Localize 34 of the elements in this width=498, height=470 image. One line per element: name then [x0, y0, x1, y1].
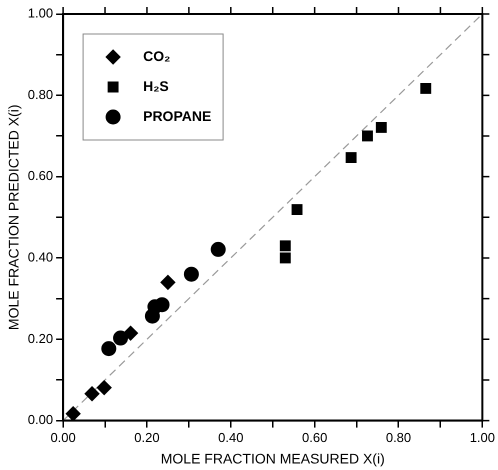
x-tick-label: 1.00 — [470, 430, 496, 445]
point — [113, 330, 128, 346]
point — [292, 204, 302, 216]
point — [154, 297, 170, 312]
x-axis-title: MOLE FRACTION MEASURED X(i) — [160, 450, 385, 466]
point — [362, 130, 373, 142]
point — [210, 242, 226, 257]
point — [101, 341, 116, 356]
legend-label: H₂S — [143, 78, 169, 94]
x-tick-label: 0.00 — [50, 430, 76, 445]
x-tick-label: 0.80 — [386, 430, 412, 445]
y-axis-title: MOLE FRACTION PREDICTED X(i) — [5, 104, 22, 330]
point — [184, 266, 199, 282]
y-tick-label: 0.60 — [28, 168, 54, 184]
legend-label: CO₂ — [143, 48, 170, 64]
y-tick-label: 0.20 — [28, 330, 54, 346]
y-tick-label: 0.40 — [28, 250, 54, 265]
point — [376, 122, 387, 133]
legend-label: PROPANE — [143, 108, 212, 124]
y-tick-label: 1.00 — [28, 6, 54, 21]
point — [84, 386, 100, 402]
point — [123, 326, 138, 341]
x-tick-label: 0.60 — [302, 430, 328, 445]
y-tick-label: 0.80 — [28, 86, 54, 102]
point — [346, 152, 357, 163]
point — [96, 380, 112, 396]
y-tick-label: 0.00 — [28, 412, 54, 428]
point — [160, 274, 176, 290]
point — [420, 82, 432, 94]
point — [280, 252, 291, 264]
x-tick-label: 0.20 — [134, 430, 160, 445]
point — [66, 406, 81, 421]
point — [280, 240, 291, 252]
x-tick-label: 0.40 — [218, 430, 244, 445]
